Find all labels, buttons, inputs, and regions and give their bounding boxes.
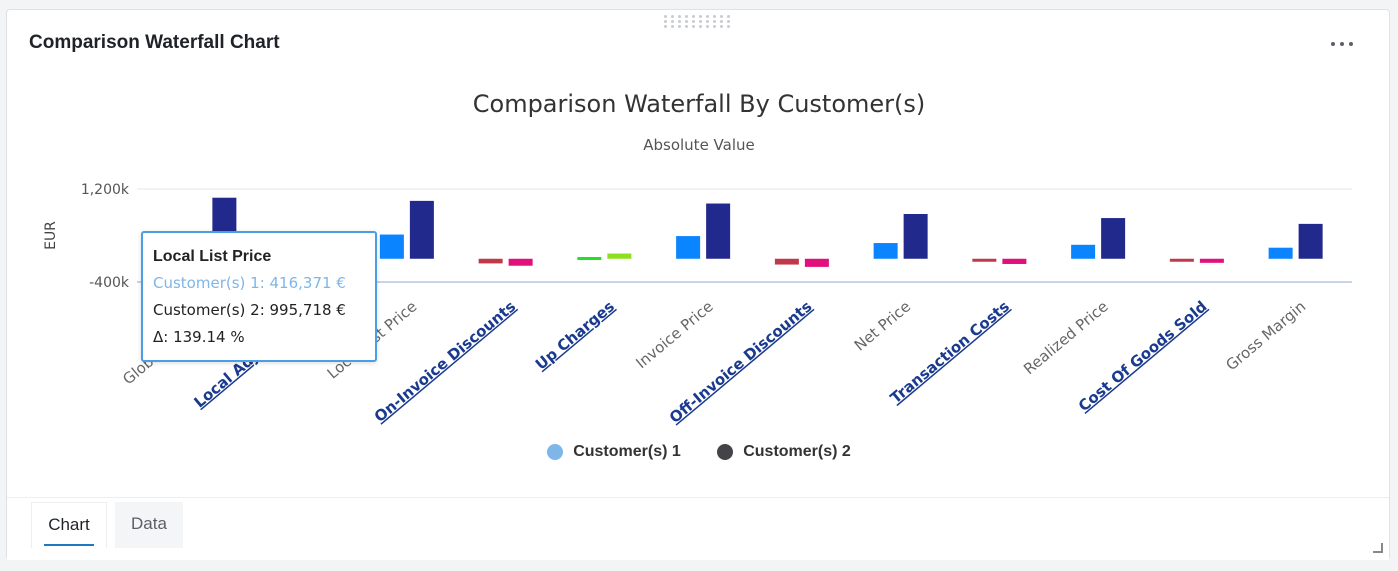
x-tick-label[interactable]: Up Charges <box>532 297 618 373</box>
drag-handle-icon[interactable] <box>664 15 734 29</box>
bar-2-11 <box>1298 223 1323 259</box>
bar-2-8 <box>1002 258 1027 264</box>
chart-title: Comparison Waterfall By Customer(s) <box>472 90 926 118</box>
view-tabs: Chart Data <box>7 497 1389 560</box>
chart-tooltip: Local List Price Customer(s) 1: 416,371 … <box>141 231 377 362</box>
bar-1-11 <box>1268 247 1293 259</box>
x-tick-label: Net Price <box>851 297 914 354</box>
bar-1-3 <box>478 258 503 264</box>
tooltip-series2-value: Customer(s) 2: 995,718 € <box>153 301 346 319</box>
tooltip-title: Local List Price <box>153 248 272 265</box>
bar-2-9 <box>1101 218 1126 259</box>
bar-2-10 <box>1199 258 1224 263</box>
tab-data[interactable]: Data <box>115 502 183 548</box>
legend-dot-customer1 <box>547 444 564 460</box>
bar-1-9 <box>1071 244 1096 259</box>
legend-label-customer2: Customer(s) 2 <box>743 443 851 460</box>
tab-chart[interactable]: Chart <box>31 502 107 548</box>
y-tick-label: -400k <box>89 275 130 291</box>
bar-1-7 <box>873 243 898 259</box>
bar-1-8 <box>972 258 997 262</box>
y-axis-label: EUR <box>43 221 59 250</box>
bar-2-7 <box>903 213 928 259</box>
chart-subtitle: Absolute Value <box>643 136 755 154</box>
bar-2-6 <box>804 258 829 267</box>
bar-2-3 <box>508 258 533 266</box>
bar-1-10 <box>1169 258 1194 262</box>
tooltip-delta: Δ: 139.14 % <box>153 328 245 346</box>
x-tick-label: Realized Price <box>1020 297 1112 378</box>
chart-legend: Customer(s) 1 Customer(s) 2 <box>7 443 1391 465</box>
legend-item-customer2[interactable]: Customer(s) 2 <box>717 443 851 461</box>
legend-item-customer1[interactable]: Customer(s) 1 <box>547 443 681 461</box>
legend-dot-customer2 <box>717 444 734 460</box>
x-tick-label: Invoice Price <box>632 297 716 372</box>
bar-2-2 <box>409 200 434 259</box>
active-tab-indicator <box>44 544 94 546</box>
bar-1-4 <box>577 257 602 261</box>
bar-1-6 <box>774 258 799 265</box>
tab-chart-label: Chart <box>48 515 90 534</box>
tab-data-label: Data <box>131 514 167 533</box>
resize-grip-icon[interactable] <box>1373 543 1383 553</box>
tooltip-series1-value: Customer(s) 1: 416,371 € <box>153 274 346 292</box>
chart-area: Comparison Waterfall By Customer(s) Abso… <box>7 80 1391 490</box>
bar-1-2 <box>379 234 404 259</box>
bar-1-5 <box>676 236 701 259</box>
bar-2-4 <box>607 253 632 259</box>
bar-2-5 <box>706 203 731 259</box>
more-horizontal-icon[interactable] <box>1329 34 1355 52</box>
card-title: Comparison Waterfall Chart <box>29 32 280 53</box>
y-tick-label: 1,200k <box>81 182 130 198</box>
x-tick-label: Gross Margin <box>1222 297 1309 374</box>
chart-card: Comparison Waterfall Chart Comparison Wa… <box>6 9 1390 560</box>
legend-label-customer1: Customer(s) 1 <box>573 443 681 460</box>
